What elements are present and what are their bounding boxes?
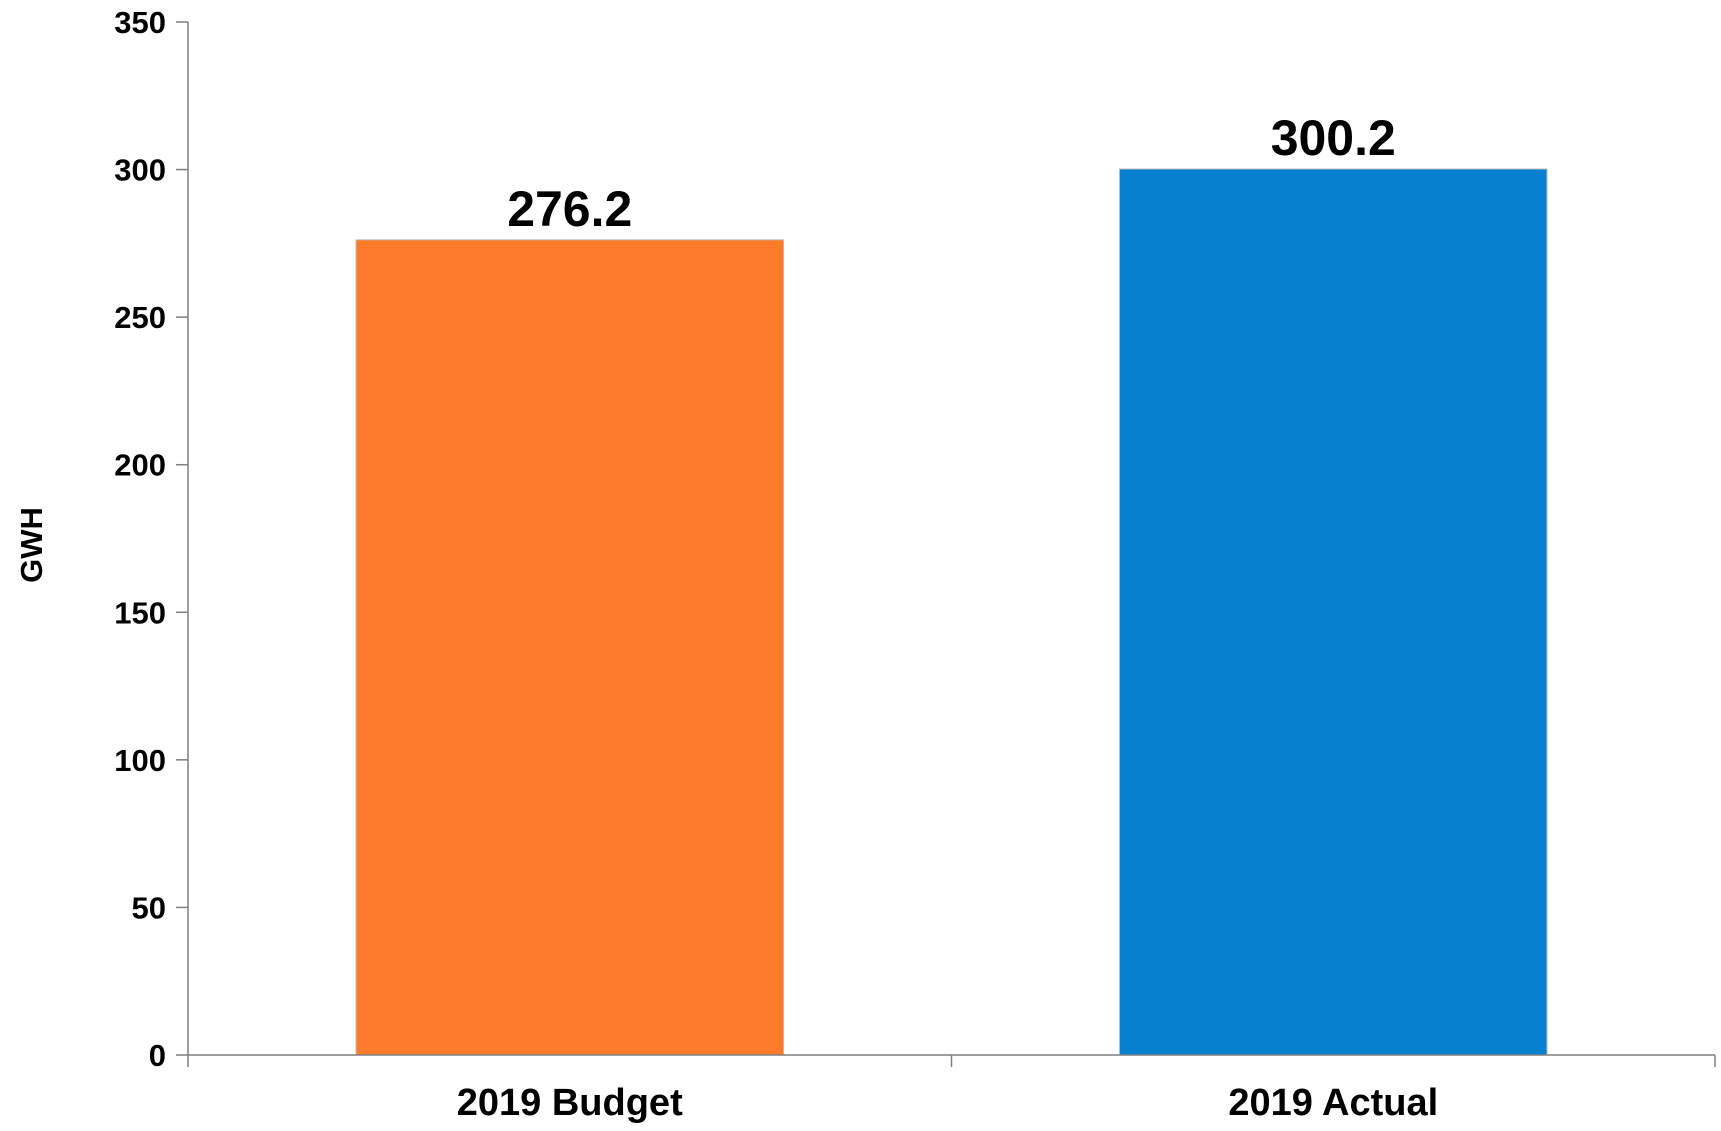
- bar-1: [355, 239, 785, 1056]
- x-category-label-1: 2019 Budget: [457, 1082, 683, 1124]
- data-label-1: 276.2: [507, 181, 632, 237]
- bars: [355, 168, 1548, 1056]
- y-tick-label: 350: [114, 5, 166, 40]
- x-category-label-2: 2019 Actual: [1228, 1082, 1438, 1124]
- x-axis-labels: 2019 Budget 2019 Actual: [187, 1055, 1716, 1124]
- data-label-2: 300.2: [1271, 110, 1396, 166]
- bar-2: [1118, 168, 1548, 1056]
- y-axis-title: GWH: [14, 507, 49, 583]
- y-tick-label: 0: [149, 1038, 166, 1073]
- data-labels: 276.2 300.2: [507, 110, 1396, 237]
- y-tick-label: 250: [114, 300, 166, 335]
- y-tick-label: 150: [114, 595, 166, 630]
- y-axis-ticks: 0 50 100 150 200 250 300 350: [114, 5, 188, 1073]
- y-tick-label: 200: [114, 448, 166, 483]
- y-tick-label: 100: [114, 743, 166, 778]
- y-tick-label: 50: [132, 890, 166, 925]
- y-tick-label: 300: [114, 153, 166, 188]
